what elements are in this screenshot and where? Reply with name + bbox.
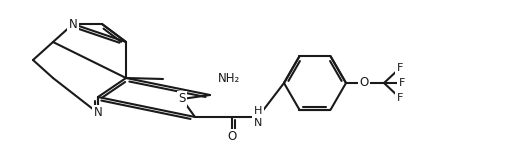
Text: H
N: H N (254, 106, 262, 128)
Text: NH₂: NH₂ (218, 73, 240, 86)
Text: O: O (228, 131, 237, 144)
Text: N: N (94, 106, 102, 120)
Text: N: N (69, 18, 77, 31)
Text: F: F (397, 63, 403, 73)
Text: S: S (178, 93, 186, 106)
Text: O: O (359, 77, 369, 89)
Text: F: F (399, 78, 405, 88)
Text: F: F (397, 93, 403, 103)
